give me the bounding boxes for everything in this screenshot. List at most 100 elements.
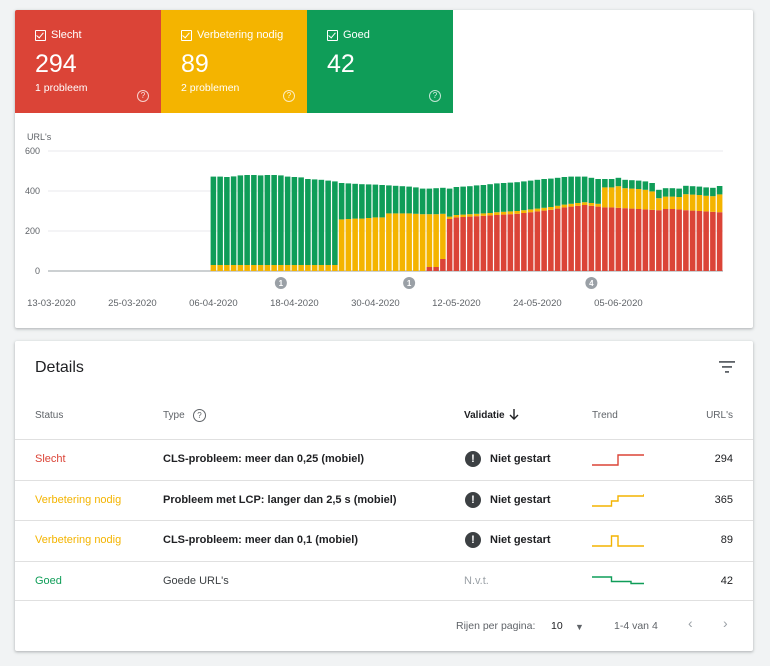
bar-slecht[interactable]: [554, 208, 561, 271]
bar-goed[interactable]: [662, 188, 669, 197]
bar-verbetering[interactable]: [480, 213, 487, 216]
table-row[interactable]: Verbetering nodig CLS-probleem: meer dan …: [15, 520, 753, 561]
bar-verbetering[interactable]: [413, 213, 419, 271]
bar-verbetering[interactable]: [386, 213, 392, 271]
bar-verbetering[interactable]: [210, 265, 217, 271]
bar-goed[interactable]: [602, 179, 608, 188]
bar-verbetering[interactable]: [608, 187, 615, 208]
bar-verbetering[interactable]: [291, 265, 298, 271]
bar-verbetering[interactable]: [433, 214, 439, 267]
bar-slecht[interactable]: [629, 208, 635, 271]
bar-verbetering[interactable]: [602, 187, 608, 208]
bar-verbetering[interactable]: [244, 265, 250, 271]
bar-goed[interactable]: [568, 176, 574, 204]
bar-slecht[interactable]: [568, 206, 574, 271]
bar-verbetering[interactable]: [507, 211, 514, 215]
bar-goed[interactable]: [311, 179, 318, 265]
bar-verbetering[interactable]: [622, 188, 628, 209]
bar-slecht[interactable]: [446, 219, 453, 271]
bar-verbetering[interactable]: [305, 265, 311, 271]
bar-verbetering[interactable]: [494, 212, 500, 215]
checkbox-icon[interactable]: [327, 30, 338, 41]
bar-goed[interactable]: [642, 181, 649, 190]
bar-slecht[interactable]: [426, 267, 433, 271]
summary-tile-1[interactable]: Verbetering nodig 89 2 problemen?: [161, 10, 307, 113]
bar-goed[interactable]: [588, 177, 595, 203]
bar-goed[interactable]: [656, 189, 662, 199]
bar-verbetering[interactable]: [440, 213, 446, 259]
bar-verbetering[interactable]: [399, 213, 406, 271]
bar-slecht[interactable]: [642, 209, 649, 271]
bar-goed[interactable]: [527, 180, 534, 210]
bar-goed[interactable]: [514, 182, 520, 211]
bar-verbetering[interactable]: [224, 265, 230, 271]
bar-slecht[interactable]: [433, 267, 439, 271]
bar-goed[interactable]: [521, 181, 527, 211]
bar-goed[interactable]: [305, 179, 311, 265]
bar-slecht[interactable]: [581, 205, 588, 271]
bar-verbetering[interactable]: [581, 202, 588, 205]
bar-goed[interactable]: [689, 186, 696, 195]
bar-verbetering[interactable]: [588, 203, 595, 206]
annotation-marker[interactable]: 4: [585, 277, 598, 289]
bar-verbetering[interactable]: [426, 214, 433, 267]
bar-verbetering[interactable]: [237, 265, 244, 271]
bar-goed[interactable]: [352, 183, 358, 219]
bar-verbetering[interactable]: [217, 265, 223, 271]
bar-verbetering[interactable]: [473, 213, 480, 217]
bar-verbetering[interactable]: [642, 189, 649, 210]
bar-slecht[interactable]: [669, 209, 676, 271]
bar-goed[interactable]: [399, 186, 406, 214]
bar-goed[interactable]: [467, 186, 473, 215]
bar-verbetering[interactable]: [345, 219, 352, 271]
bar-slecht[interactable]: [595, 206, 601, 271]
bar-goed[interactable]: [372, 184, 379, 218]
bar-goed[interactable]: [541, 179, 547, 208]
bar-slecht[interactable]: [453, 217, 460, 271]
bar-slecht[interactable]: [480, 215, 487, 271]
bar-slecht[interactable]: [521, 213, 527, 271]
bar-goed[interactable]: [244, 175, 250, 265]
bar-verbetering[interactable]: [332, 265, 338, 271]
bar-slecht[interactable]: [440, 259, 446, 271]
bar-verbetering[interactable]: [703, 195, 709, 212]
bar-goed[interactable]: [548, 178, 554, 207]
bar-goed[interactable]: [629, 180, 635, 189]
bar-verbetering[interactable]: [278, 265, 284, 271]
bar-slecht[interactable]: [656, 210, 662, 271]
bar-verbetering[interactable]: [662, 196, 669, 209]
bar-slecht[interactable]: [689, 210, 696, 271]
bar-slecht[interactable]: [635, 209, 642, 271]
bar-verbetering[interactable]: [271, 265, 277, 271]
bar-goed[interactable]: [635, 180, 642, 189]
bar-goed[interactable]: [534, 179, 541, 209]
bar-verbetering[interactable]: [311, 265, 318, 271]
bar-verbetering[interactable]: [338, 219, 345, 271]
bar-goed[interactable]: [325, 180, 331, 265]
bar-slecht[interactable]: [710, 211, 716, 271]
col-header-validatie[interactable]: Validatie: [464, 410, 505, 421]
summary-tile-2[interactable]: Goed 42?: [307, 10, 453, 113]
bar-goed[interactable]: [453, 187, 460, 215]
bar-verbetering[interactable]: [710, 196, 716, 212]
annotation-marker[interactable]: 1: [403, 277, 416, 289]
bar-goed[interactable]: [460, 186, 466, 215]
bar-verbetering[interactable]: [683, 194, 689, 211]
bar-verbetering[interactable]: [669, 196, 676, 209]
bar-goed[interactable]: [291, 177, 298, 265]
bar-goed[interactable]: [581, 176, 588, 203]
help-icon[interactable]: ?: [193, 409, 206, 422]
chevron-down-icon[interactable]: ▼: [575, 622, 584, 632]
bar-slecht[interactable]: [716, 212, 723, 271]
bar-goed[interactable]: [332, 181, 338, 265]
bar-goed[interactable]: [318, 179, 325, 265]
bar-slecht[interactable]: [548, 209, 554, 271]
bar-goed[interactable]: [386, 185, 392, 214]
bar-verbetering[interactable]: [467, 214, 473, 217]
bar-goed[interactable]: [669, 188, 676, 197]
bar-goed[interactable]: [210, 176, 217, 265]
bar-slecht[interactable]: [703, 211, 709, 271]
bar-verbetering[interactable]: [446, 216, 453, 219]
bar-goed[interactable]: [217, 176, 223, 265]
col-header-type[interactable]: Type: [163, 410, 185, 421]
